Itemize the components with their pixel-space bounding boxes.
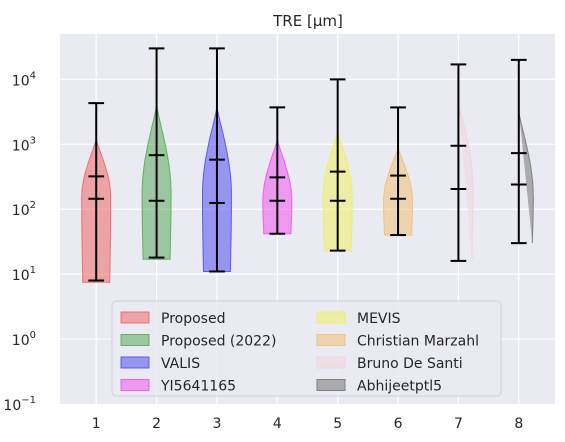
- legend-swatch: [316, 311, 346, 324]
- violin-body: [518, 114, 534, 244]
- y-tick-label: 101: [12, 265, 36, 284]
- y-tick-label: 102: [12, 200, 36, 219]
- legend-label: YI5641165: [160, 379, 236, 395]
- x-axis-ticks: 1 2 3 4 5 6 7 8: [92, 416, 523, 432]
- legend-label: VALIS: [161, 356, 200, 372]
- whiskers-layer: [88, 47, 527, 282]
- legend-box: [111, 300, 502, 397]
- x-tick-label: 3: [212, 416, 221, 432]
- legend-swatch: [316, 334, 346, 346]
- violin-body: [458, 105, 474, 261]
- legend-swatch: [120, 311, 150, 324]
- legend-swatch: [316, 356, 346, 369]
- legend-swatch: [120, 334, 150, 346]
- y-axis-ticks: 10−1 100 101 102 103 104: [3, 70, 36, 414]
- x-tick-label: 2: [152, 416, 161, 432]
- legend-label: Bruno De Santi: [357, 356, 463, 372]
- chart-title: TRE [μm]: [272, 12, 343, 30]
- legend-swatch: [120, 379, 150, 391]
- x-tick-label: 1: [92, 416, 101, 432]
- x-tick-label: 8: [514, 416, 523, 432]
- legend-label: Abhijeetptl5: [357, 379, 442, 395]
- y-tick-label: 10−1: [3, 395, 36, 414]
- y-tick-label: 100: [12, 330, 36, 349]
- y-tick-label: 103: [12, 135, 36, 154]
- legend-label: Proposed (2022): [161, 334, 276, 350]
- legend-label: MEVIS: [357, 311, 401, 327]
- legend-swatch: [316, 379, 346, 391]
- legend: Proposed Proposed (2022) VALIS YI5641165 MEV…: [111, 300, 502, 397]
- legend-label: Proposed: [161, 311, 225, 327]
- legend-label: Christian Marzahl: [357, 334, 479, 350]
- x-tick-label: 4: [273, 416, 282, 432]
- x-tick-label: 6: [394, 416, 403, 432]
- x-tick-label: 5: [333, 416, 342, 432]
- legend-swatch: [120, 356, 150, 369]
- x-tick-label: 7: [454, 416, 463, 432]
- y-tick-label: 104: [12, 70, 36, 89]
